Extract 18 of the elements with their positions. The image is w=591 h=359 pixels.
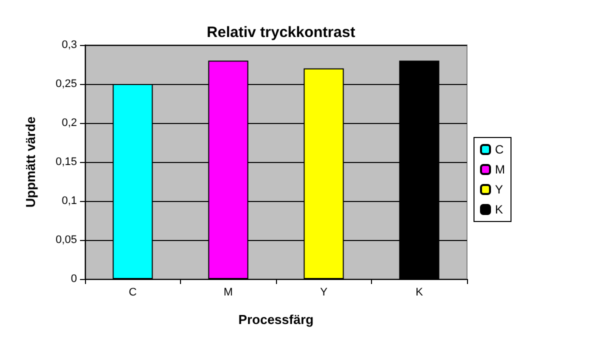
y-tick-label: 0 [70, 273, 77, 285]
x-tick-label: Y [320, 286, 328, 298]
legend-label: Y [495, 182, 504, 196]
y-tick-label: 0,25 [56, 78, 77, 90]
x-tick-label: K [416, 286, 424, 298]
y-tick-label: 0,2 [62, 117, 77, 129]
x-tick-label: C [128, 286, 137, 298]
y-tick-label: 0,15 [56, 156, 77, 168]
legend-label: C [495, 142, 504, 156]
x-tick-label: M [224, 286, 233, 298]
y-tick-label: 0,05 [56, 234, 77, 246]
chart-title: Relativ tryckkontrast [206, 24, 356, 41]
y-tick-label: 0,1 [62, 195, 77, 207]
y-axis-title: Uppmätt värde [23, 116, 38, 208]
legend-label: K [495, 202, 504, 216]
y-tick-label: 0,3 [62, 39, 77, 51]
x-axis-title: Processfärg [238, 312, 314, 327]
legend-label: M [495, 162, 505, 176]
